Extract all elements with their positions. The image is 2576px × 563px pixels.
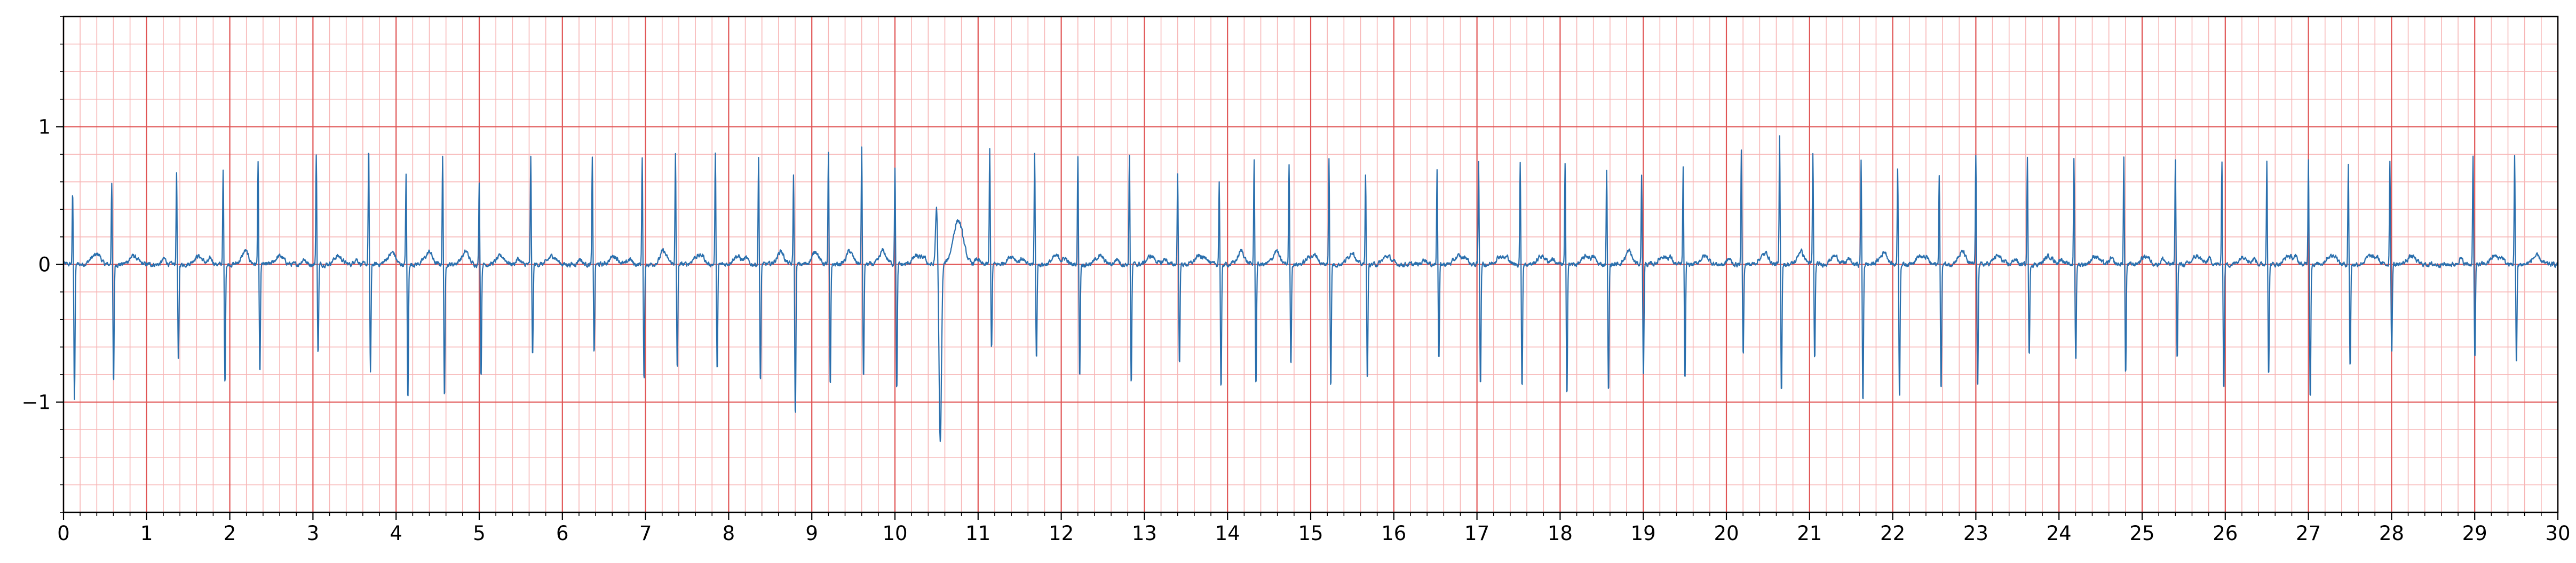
x-tick-label: 22 xyxy=(1880,522,1905,545)
x-tick-label: 16 xyxy=(1381,522,1406,545)
x-tick-label: 2 xyxy=(224,522,236,545)
x-tick-label: 13 xyxy=(1132,522,1157,545)
x-tick-label: 18 xyxy=(1548,522,1573,545)
y-axis: 1 0 −1 xyxy=(21,16,64,513)
x-axis: 0 1 2 3 4 5 6 7 8 9 10 11 12 13 14 15 16 17 18 19 20 21 22 23 24… xyxy=(57,512,2571,545)
x-tick-label: 25 xyxy=(2129,522,2154,545)
x-tick-label: 21 xyxy=(1797,522,1822,545)
x-tick-label: 19 xyxy=(1631,522,1656,545)
x-tick-label: 26 xyxy=(2213,522,2238,545)
x-tick-label: 10 xyxy=(882,522,907,545)
x-tick-label: 11 xyxy=(965,522,990,545)
x-tick-label: 9 xyxy=(805,522,818,545)
y-tick-label: −1 xyxy=(21,391,51,414)
x-tick-label: 12 xyxy=(1049,522,1074,545)
x-tick-label: 14 xyxy=(1215,522,1240,545)
x-tick-label: 17 xyxy=(1464,522,1489,545)
x-tick-label: 4 xyxy=(390,522,402,545)
x-tick-label: 28 xyxy=(2379,522,2404,545)
x-tick-label: 15 xyxy=(1298,522,1323,545)
x-tick-label: 27 xyxy=(2296,522,2321,545)
y-tick-label: 0 xyxy=(38,253,51,276)
ecg-series-line xyxy=(62,135,2558,442)
x-tick-label: 0 xyxy=(57,522,70,545)
x-tick-label: 23 xyxy=(1963,522,1988,545)
x-tick-label: 3 xyxy=(307,522,320,545)
x-tick-label: 7 xyxy=(639,522,652,545)
x-tick-label: 1 xyxy=(140,522,153,545)
y-tick-label: 1 xyxy=(38,115,51,138)
x-tick-label: 8 xyxy=(723,522,735,545)
x-tick-label: 20 xyxy=(1714,522,1739,545)
x-tick-label: 24 xyxy=(2047,522,2072,545)
x-tick-label: 29 xyxy=(2462,522,2487,545)
x-tick-label: 30 xyxy=(2545,522,2570,545)
x-tick-label: 6 xyxy=(556,522,569,545)
x-tick-label: 5 xyxy=(473,522,486,545)
